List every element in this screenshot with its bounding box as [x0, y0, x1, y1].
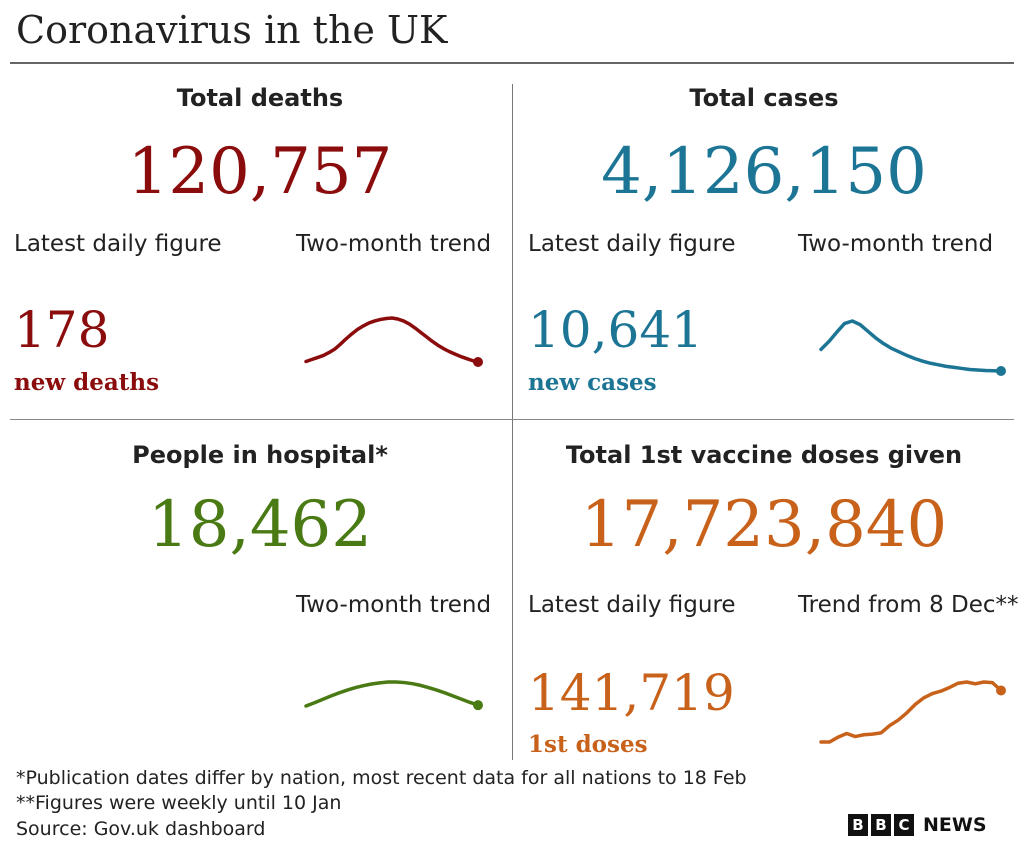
hospital-total: 18,462: [148, 488, 372, 562]
trend-end-point: [473, 357, 483, 367]
trend-line: [304, 680, 480, 708]
trend-end-point: [996, 685, 1006, 696]
vaccine-daily-unit: 1st doses: [528, 731, 648, 758]
deaths-daily-value: 178: [14, 301, 110, 359]
trend-line: [304, 316, 480, 364]
trend-line: [819, 319, 1003, 373]
footnote-weekly: **Figures were weekly until 10 Jan: [16, 792, 342, 814]
cases-total: 4,126,150: [601, 135, 927, 209]
cases-latest-label: Latest daily figure: [528, 231, 736, 257]
cases-trend-label: Two-month trend: [798, 231, 994, 257]
hospital-heading: People in hospital*: [132, 441, 388, 469]
vaccine-total: 17,723,840: [580, 488, 948, 562]
trend-end-point: [473, 700, 483, 711]
cases-daily-unit: new cases: [528, 369, 657, 396]
page-title: Coronavirus in the UK: [16, 8, 448, 52]
trend-end-point: [996, 366, 1006, 376]
bbc-news-word: NEWS: [923, 814, 987, 836]
deaths-latest-label: Latest daily figure: [14, 231, 222, 257]
vaccine-trend-chart: [819, 680, 1006, 744]
bbc-news-logo: B B C NEWS: [848, 814, 987, 836]
bbc-letter-box: B: [871, 814, 891, 836]
source-note: Source: Gov.uk dashboard: [16, 818, 266, 840]
vaccine-daily-value: 141,719: [528, 664, 735, 722]
vaccine-heading: Total 1st vaccine doses given: [565, 441, 963, 469]
cases-trend-chart: [819, 319, 1006, 376]
title-divider: [10, 62, 1014, 64]
cases-heading: Total cases: [689, 84, 839, 112]
trend-line: [819, 680, 1003, 744]
hospital-trend-label: Two-month trend: [296, 592, 492, 618]
hospital-trend-chart: [304, 680, 483, 711]
cases-daily-value: 10,641: [528, 301, 703, 359]
footnote-publication: *Publication dates differ by nation, mos…: [16, 767, 747, 789]
vaccine-trend-label: Trend from 8 Dec**: [798, 592, 1019, 618]
bbc-letter-box: C: [894, 814, 914, 836]
deaths-daily-unit: new deaths: [14, 369, 160, 396]
deaths-heading: Total deaths: [176, 84, 344, 112]
deaths-total: 120,757: [127, 135, 393, 209]
vertical-divider: [512, 84, 513, 760]
vaccine-latest-label: Latest daily figure: [528, 592, 736, 618]
bbc-letter-box: B: [848, 814, 868, 836]
horizontal-divider: [10, 419, 1014, 420]
deaths-trend-label: Two-month trend: [296, 231, 492, 257]
deaths-trend-chart: [304, 316, 483, 367]
